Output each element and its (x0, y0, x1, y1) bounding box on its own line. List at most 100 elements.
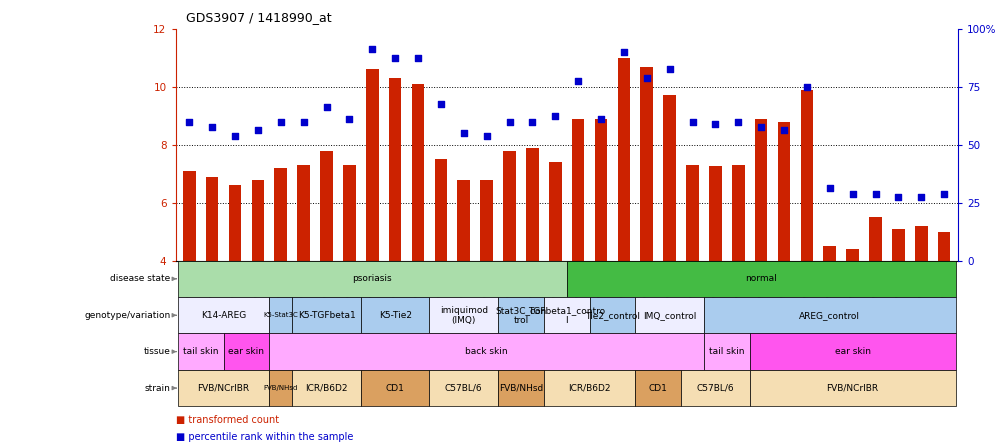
Point (226, 132, 242, 139)
Text: K5-TGFbeta1: K5-TGFbeta1 (298, 311, 355, 320)
Point (753, 124, 769, 131)
Text: tissue: tissue (143, 347, 170, 356)
Text: ear skin: ear skin (228, 347, 265, 356)
Point (935, 190, 951, 198)
Point (890, 193, 906, 200)
Bar (823, 246, 836, 261)
FancyBboxPatch shape (292, 370, 361, 406)
Point (661, 66, 677, 73)
Bar (252, 179, 264, 261)
Point (364, 46, 380, 53)
Point (592, 115, 608, 122)
Bar (320, 151, 333, 261)
Point (821, 185, 837, 192)
Text: strain: strain (144, 384, 170, 392)
Text: FVB/NHsd: FVB/NHsd (498, 384, 542, 392)
Point (913, 193, 929, 200)
Bar (914, 226, 927, 261)
Bar (755, 119, 767, 261)
Point (615, 48, 631, 56)
Text: K5-Tie2: K5-Tie2 (378, 311, 411, 320)
Bar (480, 179, 492, 261)
Bar (777, 122, 790, 261)
FancyBboxPatch shape (748, 370, 955, 406)
Bar (891, 229, 904, 261)
Point (455, 130, 471, 137)
Point (478, 132, 494, 139)
Text: imiquimod
(IMQ): imiquimod (IMQ) (439, 306, 487, 325)
Point (776, 127, 792, 134)
Text: GDS3907 / 1418990_at: GDS3907 / 1418990_at (185, 12, 331, 24)
Point (547, 112, 563, 119)
Point (638, 75, 654, 82)
Bar (457, 179, 470, 261)
FancyBboxPatch shape (566, 261, 955, 297)
Text: C57BL/6: C57BL/6 (445, 384, 482, 392)
Point (706, 121, 722, 128)
Bar (708, 166, 721, 261)
Bar (503, 151, 515, 261)
Point (249, 127, 266, 134)
Bar (685, 165, 698, 261)
Bar (297, 165, 310, 261)
Text: CD1: CD1 (386, 384, 404, 392)
Point (867, 190, 883, 198)
FancyBboxPatch shape (177, 333, 223, 370)
Bar (275, 168, 287, 261)
Bar (411, 84, 424, 261)
FancyBboxPatch shape (589, 297, 634, 333)
FancyBboxPatch shape (177, 297, 270, 333)
Bar (869, 217, 881, 261)
Text: ■ percentile rank within the sample: ■ percentile rank within the sample (175, 432, 353, 442)
FancyBboxPatch shape (361, 297, 429, 333)
Bar (526, 148, 538, 261)
Bar (228, 185, 241, 261)
Bar (662, 95, 675, 261)
FancyBboxPatch shape (748, 333, 955, 370)
FancyBboxPatch shape (680, 370, 748, 406)
Point (433, 101, 449, 108)
Bar (571, 119, 584, 261)
Text: normal: normal (744, 274, 777, 283)
Bar (434, 159, 447, 261)
Bar (846, 249, 858, 261)
Point (501, 118, 517, 125)
Bar (343, 165, 356, 261)
Text: ■ transformed count: ■ transformed count (175, 415, 279, 425)
FancyBboxPatch shape (429, 297, 498, 333)
Bar (617, 58, 629, 261)
FancyBboxPatch shape (543, 370, 634, 406)
FancyBboxPatch shape (177, 261, 566, 297)
Bar (800, 90, 813, 261)
Point (798, 83, 814, 91)
Text: C57BL/6: C57BL/6 (695, 384, 733, 392)
Text: psoriasis: psoriasis (352, 274, 392, 283)
FancyBboxPatch shape (703, 333, 748, 370)
Text: FVB/NHsd: FVB/NHsd (264, 385, 298, 391)
Bar (548, 162, 561, 261)
FancyBboxPatch shape (429, 370, 498, 406)
Text: FVB/NCrIBR: FVB/NCrIBR (826, 384, 878, 392)
FancyBboxPatch shape (270, 297, 292, 333)
Bar (594, 119, 606, 261)
Text: K14-AREG: K14-AREG (200, 311, 245, 320)
Text: CD1: CD1 (648, 384, 667, 392)
Point (341, 115, 357, 122)
Point (410, 54, 426, 61)
Text: ear skin: ear skin (834, 347, 870, 356)
Bar (640, 67, 652, 261)
Text: disease state: disease state (110, 274, 170, 283)
Text: FVB/NCrIBR: FVB/NCrIBR (197, 384, 249, 392)
Point (683, 118, 699, 125)
Point (273, 118, 289, 125)
Text: ICR/B6D2: ICR/B6D2 (305, 384, 348, 392)
Text: Stat3C_con
trol: Stat3C_con trol (495, 306, 546, 325)
Point (319, 103, 335, 111)
Point (296, 118, 312, 125)
FancyBboxPatch shape (292, 297, 361, 333)
Point (729, 118, 745, 125)
FancyBboxPatch shape (177, 370, 270, 406)
Bar (389, 78, 401, 261)
FancyBboxPatch shape (223, 333, 270, 370)
Text: ICR/B6D2: ICR/B6D2 (568, 384, 610, 392)
